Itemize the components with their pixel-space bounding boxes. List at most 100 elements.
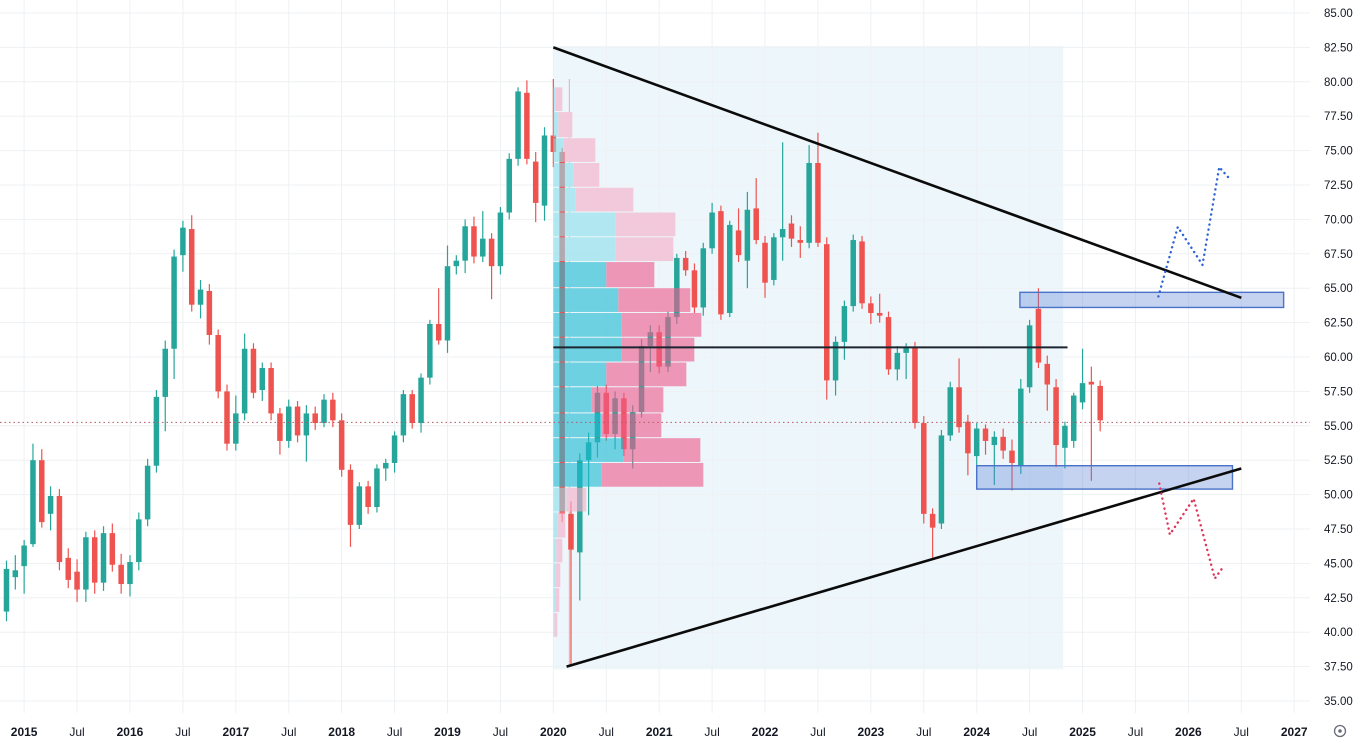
candle-body: [391, 435, 398, 463]
candle: [1062, 421, 1068, 469]
profile-sell-volume-bar: [555, 563, 561, 588]
candle-body: [929, 513, 936, 528]
profile-buy-volume-bar: [553, 612, 555, 637]
candle-body: [894, 352, 901, 370]
candle-body: [356, 486, 363, 525]
profile-sell-volume-bar: [575, 187, 634, 212]
time-axis-label: 2021: [646, 725, 673, 739]
profile-buy-volume-bar: [553, 487, 567, 512]
time-axis[interactable]: 2015 Jul 2016 Jul 2017 Jul 2018 Jul 2019 Jul 2020 J…: [11, 725, 1308, 739]
candle-body: [1079, 383, 1086, 403]
candle: [206, 284, 213, 345]
profile-buy-volume-bar: [553, 413, 602, 438]
candle-body: [850, 240, 856, 307]
candle-body: [1070, 395, 1077, 441]
candle: [224, 384, 230, 451]
candle: [497, 207, 504, 275]
candle: [1079, 348, 1086, 410]
candle-body: [806, 162, 812, 243]
time-axis-label: Jul: [387, 725, 402, 739]
candle-body: [788, 223, 795, 239]
time-axis-label: 2019: [434, 725, 461, 739]
candle-body: [12, 570, 19, 578]
candle-body: [153, 396, 160, 466]
candle: [21, 540, 27, 594]
candle-body: [938, 435, 945, 524]
support-zone-rect[interactable]: [976, 465, 1234, 490]
candle-body: [21, 545, 27, 567]
price-axis-label: 70.00: [1324, 214, 1353, 226]
resistance-zone-rect[interactable]: [1019, 291, 1285, 309]
candle-body: [1044, 363, 1051, 385]
candle-body: [541, 135, 548, 206]
candle-body: [74, 571, 80, 590]
candle: [532, 151, 539, 223]
candle-body: [400, 394, 407, 436]
candle: [471, 216, 477, 264]
candle-body: [383, 462, 389, 469]
candle-body: [982, 428, 989, 441]
candle-body: [797, 240, 804, 243]
candle-body: [312, 413, 318, 424]
time-axis-label: 2020: [540, 725, 567, 739]
profile-sell-volume-bar: [606, 262, 655, 288]
profile-sell-volume-bar: [555, 588, 560, 612]
candle: [929, 508, 936, 558]
candle-body: [330, 399, 336, 421]
price-axis[interactable]: 85.00 82.50 80.00 77.50 75.00 72.50 70.00 67.50…: [1324, 8, 1353, 708]
candle: [171, 249, 177, 380]
candle: [233, 395, 239, 451]
candle: [109, 523, 116, 572]
ascending-trendline[interactable]: [566, 467, 1242, 668]
candle-body: [488, 238, 495, 267]
bearish-projection-arrow[interactable]: [1158, 482, 1224, 580]
candle-body: [365, 486, 371, 507]
profile-sell-volume-bar: [591, 387, 664, 413]
time-axis-label: Jul: [175, 725, 190, 739]
candle: [965, 414, 971, 476]
candle-body: [462, 226, 468, 261]
candle: [144, 458, 151, 527]
time-axis-label: 2018: [328, 725, 355, 739]
profile-sell-volume-bar: [555, 87, 563, 112]
price-axis-label: 75.00: [1324, 146, 1353, 158]
candle: [894, 345, 901, 381]
profile-buy-volume-bar: [553, 288, 619, 312]
candle-body: [171, 256, 177, 349]
target-icon[interactable]: [1333, 724, 1347, 738]
time-axis-label: Jul: [599, 725, 614, 739]
candle-body: [180, 227, 186, 256]
candle-body: [109, 533, 116, 565]
candle: [876, 293, 883, 323]
candle-body: [259, 368, 266, 391]
candle: [1044, 355, 1051, 411]
candle: [136, 512, 142, 571]
candle-body: [1062, 425, 1068, 448]
price-axis-label: 77.50: [1324, 111, 1353, 123]
candle: [250, 343, 257, 399]
candle-body: [435, 323, 442, 341]
volume-profile[interactable]: [553, 79, 704, 667]
candle-body: [965, 421, 971, 454]
candle-body: [779, 229, 786, 238]
candle-body: [206, 290, 213, 335]
candle: [356, 482, 363, 529]
candle: [779, 142, 786, 261]
descending-trendline[interactable]: [552, 46, 1242, 300]
candle: [1097, 380, 1103, 432]
profile-buy-volume-bar: [553, 87, 556, 112]
profile-sell-volume-bar: [601, 413, 662, 438]
time-axis-label: Jul: [810, 725, 825, 739]
profile-sell-volume-bar: [573, 162, 600, 187]
candle: [321, 394, 327, 428]
bullish-projection-arrow[interactable]: [1157, 165, 1231, 298]
price-axis-label: 50.00: [1324, 490, 1353, 502]
candle: [462, 219, 468, 274]
candle: [912, 341, 918, 429]
candle-body: [841, 306, 848, 342]
price-axis-label: 65.00: [1324, 283, 1353, 295]
candle: [1026, 319, 1033, 393]
candle-body: [294, 406, 301, 436]
time-axis-label: Jul: [704, 725, 719, 739]
